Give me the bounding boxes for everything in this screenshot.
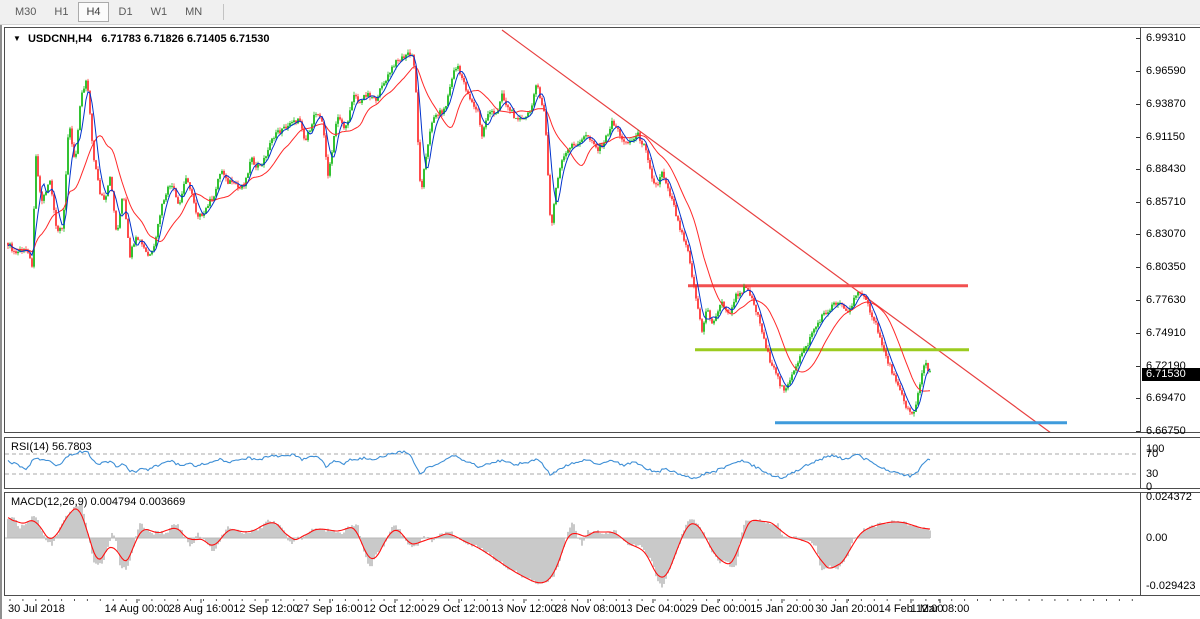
timeframe-button-m30[interactable]: M30 bbox=[15, 6, 37, 18]
time-axis-label: 30 Jan 20:00 bbox=[815, 603, 879, 615]
timeframe-toolbar: M30 H1 H4 D1 W1 MN bbox=[0, 0, 1200, 25]
price-axis-label: 6.85710 bbox=[1146, 196, 1186, 209]
price-axis-label: 6.93870 bbox=[1146, 97, 1186, 110]
price-axis-tick bbox=[1136, 202, 1140, 204]
price-chart-plot[interactable] bbox=[5, 28, 1138, 432]
time-axis-ticks bbox=[9, 599, 1133, 603]
time-axis-label: 30 Jul 2018 bbox=[8, 603, 65, 615]
price-axis-tick bbox=[1136, 398, 1140, 400]
rsi-axis-label: 100 bbox=[1146, 443, 1165, 455]
timeframe-button-d1[interactable]: D1 bbox=[118, 6, 133, 18]
price-axis-tick bbox=[1136, 365, 1140, 367]
time-axis-label: 12 Oct 12:00 bbox=[363, 603, 427, 615]
price-axis-tick bbox=[1136, 332, 1140, 334]
price-axis-label: 6.72190 bbox=[1146, 359, 1186, 372]
macd-signal-line bbox=[7, 508, 931, 584]
rsi-axis-label: 30 bbox=[1146, 468, 1159, 480]
price-axis-tick bbox=[1136, 103, 1140, 105]
macd-axis-label: 0.00 bbox=[1146, 532, 1168, 544]
time-axis-label: 29 Dec 00:00 bbox=[685, 603, 751, 615]
chart-ohlc-values: 6.71783 6.71826 6.71405 6.71530 bbox=[101, 33, 270, 45]
time-axis-label: 13 Dec 04:00 bbox=[620, 603, 686, 615]
time-axis[interactable]: 30 Jul 2018 14 Aug 00:00 28 Aug 16:00 12 Se… bbox=[4, 599, 1200, 619]
price-chart-panel[interactable]: ▼ USDCNH,H4 6.71783 6.71826 6.71405 6.71… bbox=[4, 27, 1200, 437]
ma-slow-line bbox=[7, 66, 931, 392]
price-axis-label: 6.74910 bbox=[1146, 326, 1186, 339]
macd-axis-label: 0.024372 bbox=[1146, 490, 1192, 503]
candles-layer bbox=[7, 49, 931, 417]
macd-panel[interactable]: MACD(12,26,9) 0.004794 0.003669 0.024372… bbox=[4, 490, 1200, 596]
price-axis-tick bbox=[1136, 266, 1140, 268]
price-axis-label: 6.88430 bbox=[1146, 163, 1186, 176]
rsi-axis-label: 70 bbox=[1146, 448, 1159, 460]
time-axis-label: 15 Jan 20:00 bbox=[750, 603, 814, 615]
price-axis-label: 6.69470 bbox=[1146, 392, 1186, 405]
time-axis-label: 28 Aug 16:00 bbox=[168, 603, 234, 615]
price-axis-tick bbox=[1136, 136, 1140, 138]
macd-histogram bbox=[7, 503, 931, 588]
ma-fast-line bbox=[7, 54, 931, 412]
timeframe-button-h4[interactable]: H4 bbox=[78, 2, 109, 22]
time-axis-label: 13 Nov 12:00 bbox=[491, 603, 557, 615]
price-axis-border bbox=[1140, 28, 1141, 432]
current-price-badge: 6.71530 bbox=[1142, 367, 1200, 381]
price-axis-label: 6.77630 bbox=[1146, 293, 1186, 306]
timeframe-button-h1[interactable]: H1 bbox=[54, 6, 69, 18]
chart-title: ▼ USDCNH,H4 6.71783 6.71826 6.71405 6.71… bbox=[13, 33, 269, 45]
toolbar-separator bbox=[223, 4, 225, 20]
symbol-dropdown-icon[interactable]: ▼ bbox=[13, 34, 21, 43]
price-axis-label: 6.99310 bbox=[1146, 32, 1186, 44]
time-axis-label: 14 Aug 00:00 bbox=[104, 603, 170, 615]
price-axis-label: 6.83070 bbox=[1146, 228, 1186, 241]
price-axis-tick bbox=[1136, 169, 1140, 171]
macd-axis-label: -0.029423 bbox=[1146, 579, 1196, 592]
price-axis-label: 6.91150 bbox=[1146, 130, 1185, 143]
price-axis-label: 6.80350 bbox=[1146, 260, 1186, 273]
time-axis-label: 14 Feb 12:00 bbox=[878, 603, 944, 615]
macd-plot[interactable] bbox=[5, 493, 1138, 595]
rsi-line bbox=[7, 450, 931, 480]
time-axis-label: 12 Sep 12:00 bbox=[233, 603, 299, 615]
timeframe-buttons: M30 H1 H4 D1 W1 MN bbox=[6, 2, 211, 22]
trendline[interactable] bbox=[501, 29, 1055, 432]
time-axis-label: 27 Sep 16:00 bbox=[297, 603, 363, 615]
rsi-label: RSI(14) 56.7803 bbox=[11, 441, 92, 453]
timeframe-button-w1[interactable]: W1 bbox=[150, 6, 168, 18]
price-axis-label: 6.66750 bbox=[1146, 425, 1186, 438]
time-axis-label: 28 Nov 08:00 bbox=[555, 603, 621, 615]
price-axis-label: 6.96590 bbox=[1146, 64, 1186, 77]
chart-symbol: USDCNH,H4 bbox=[27, 33, 93, 45]
price-axis-tick bbox=[1136, 38, 1140, 39]
time-axis-label: 29 Oct 12:00 bbox=[427, 603, 491, 615]
chart-window: ▼ USDCNH,H4 6.71783 6.71826 6.71405 6.71… bbox=[0, 25, 1200, 619]
price-axis-tick bbox=[1136, 234, 1140, 236]
timeframe-button-mn[interactable]: MN bbox=[185, 6, 203, 18]
price-axis-tick bbox=[1136, 431, 1140, 433]
time-axis-label: 1 Mar 08:00 bbox=[910, 603, 970, 615]
price-axis-tick bbox=[1136, 70, 1140, 72]
macd-label: MACD(12,26,9) 0.004794 0.003669 bbox=[11, 496, 186, 508]
rsi-axis-label: 0 bbox=[1146, 481, 1153, 493]
rsi-panel[interactable]: RSI(14) 56.7803 100 70 30 0 bbox=[4, 437, 1200, 493]
macd-axis-border bbox=[1140, 493, 1141, 595]
rsi-plot[interactable] bbox=[5, 438, 1138, 488]
rsi-axis-border bbox=[1140, 438, 1141, 488]
price-axis-tick bbox=[1136, 299, 1140, 301]
